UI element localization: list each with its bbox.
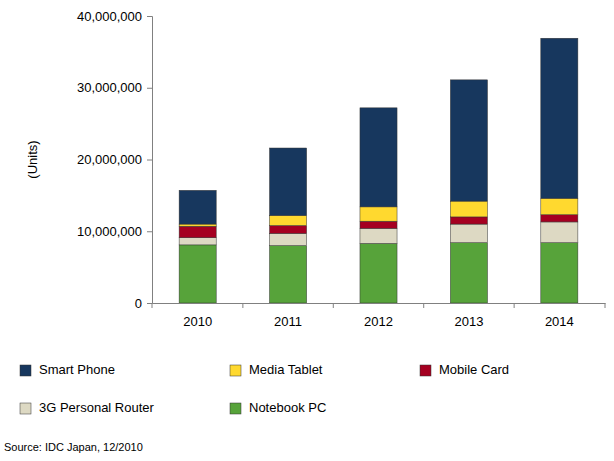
y-tick-mark	[147, 88, 152, 89]
bar-segment	[450, 224, 487, 243]
y-tick-label: 20,000,000	[77, 152, 142, 167]
bar-segment	[450, 217, 487, 224]
bar-segment	[541, 215, 578, 222]
y-tick-label: 40,000,000	[77, 9, 142, 24]
y-tick-label: 0	[135, 296, 142, 311]
x-tick: 2010	[183, 303, 212, 329]
x-tick-label: 2013	[454, 314, 483, 329]
bar-segment	[360, 207, 397, 221]
legend-label: Media Tablet	[249, 362, 323, 377]
x-separator	[423, 303, 424, 308]
bar-segment	[541, 198, 578, 215]
legend-swatch	[420, 365, 431, 376]
x-tick-label: 2014	[545, 314, 574, 329]
legend-swatch	[230, 365, 241, 376]
bar-segment	[360, 108, 397, 207]
y-tick: 30,000,000	[77, 80, 152, 95]
bar-segment	[179, 245, 216, 303]
legend: Smart Phone Media Tablet Mobile Card 3G Per…	[20, 362, 509, 415]
x-tick: 2012	[364, 303, 393, 329]
legend-label: Smart Phone	[39, 362, 115, 377]
bar-segment	[270, 233, 307, 245]
series	[179, 243, 578, 303]
bar-segment	[541, 243, 578, 303]
bar-segment	[179, 190, 216, 224]
bar-segment	[450, 201, 487, 217]
y-tick-mark	[147, 16, 152, 17]
y-tick: 40,000,000	[77, 9, 152, 24]
bar-segment	[270, 148, 307, 215]
bar-segment	[179, 238, 216, 245]
y-tick-label: 30,000,000	[77, 80, 142, 95]
bar-segment	[270, 215, 307, 225]
legend-item: Smart Phone	[20, 362, 115, 377]
x-separator	[605, 303, 606, 308]
legend-label: Notebook PC	[249, 400, 326, 415]
bar-segment	[450, 243, 487, 303]
bars	[179, 38, 578, 303]
x-tick-label: 2011	[274, 314, 302, 329]
bar-segment	[541, 222, 578, 243]
legend-item: Notebook PC	[230, 400, 326, 415]
y-tick: 10,000,000	[77, 224, 152, 239]
bar-segment	[360, 221, 397, 228]
legend-label: 3G Personal Router	[39, 400, 155, 415]
bar-segment	[270, 226, 307, 234]
bar-segment	[360, 243, 397, 303]
y-tick-mark	[147, 231, 152, 232]
x-separator	[514, 303, 515, 308]
legend-item: 3G Personal Router	[20, 400, 155, 415]
legend-label: Mobile Card	[439, 362, 509, 377]
y-axis-line	[147, 17, 153, 304]
plot: 0 10,000,000 20,000,000 30,000,000 40,000,00…	[77, 9, 606, 330]
legend-swatch	[20, 403, 31, 414]
bar-segment	[179, 226, 216, 237]
x-tick: 2014	[545, 303, 574, 329]
legend-swatch	[230, 403, 241, 414]
legend-item: Mobile Card	[420, 362, 509, 377]
x-tick-label: 2010	[183, 314, 212, 329]
chart: 0 10,000,000 20,000,000 30,000,000 40,000,00…	[0, 0, 614, 461]
y-tick: 0	[135, 296, 152, 311]
y-tick-mark	[147, 303, 152, 304]
bar-segment	[450, 80, 487, 201]
series	[179, 222, 578, 246]
bar-segment	[270, 246, 307, 303]
legend-swatch	[20, 365, 31, 376]
x-tick: 2011	[274, 303, 302, 329]
x-separator	[152, 303, 153, 308]
source-note: Source: IDC Japan, 12/2010	[4, 441, 143, 453]
y-tick: 20,000,000	[77, 152, 152, 167]
y-axis-title: (Units)	[25, 140, 40, 178]
bar-segment	[541, 38, 578, 198]
x-separator	[242, 303, 243, 308]
x-tick: 2013	[454, 303, 483, 329]
y-axis: 0 10,000,000 20,000,000 30,000,000 40,000,00…	[77, 9, 153, 311]
legend-item: Media Tablet	[230, 362, 323, 377]
x-tick-label: 2012	[364, 314, 393, 329]
bar-segment	[360, 228, 397, 243]
x-axis-line	[153, 303, 606, 304]
x-separator	[333, 303, 334, 308]
y-tick-label: 10,000,000	[77, 224, 142, 239]
x-axis: 2010 2011 2012 2013 2014	[153, 303, 606, 329]
y-tick-mark	[147, 160, 152, 161]
bar-segment	[179, 224, 216, 226]
series	[179, 38, 578, 224]
